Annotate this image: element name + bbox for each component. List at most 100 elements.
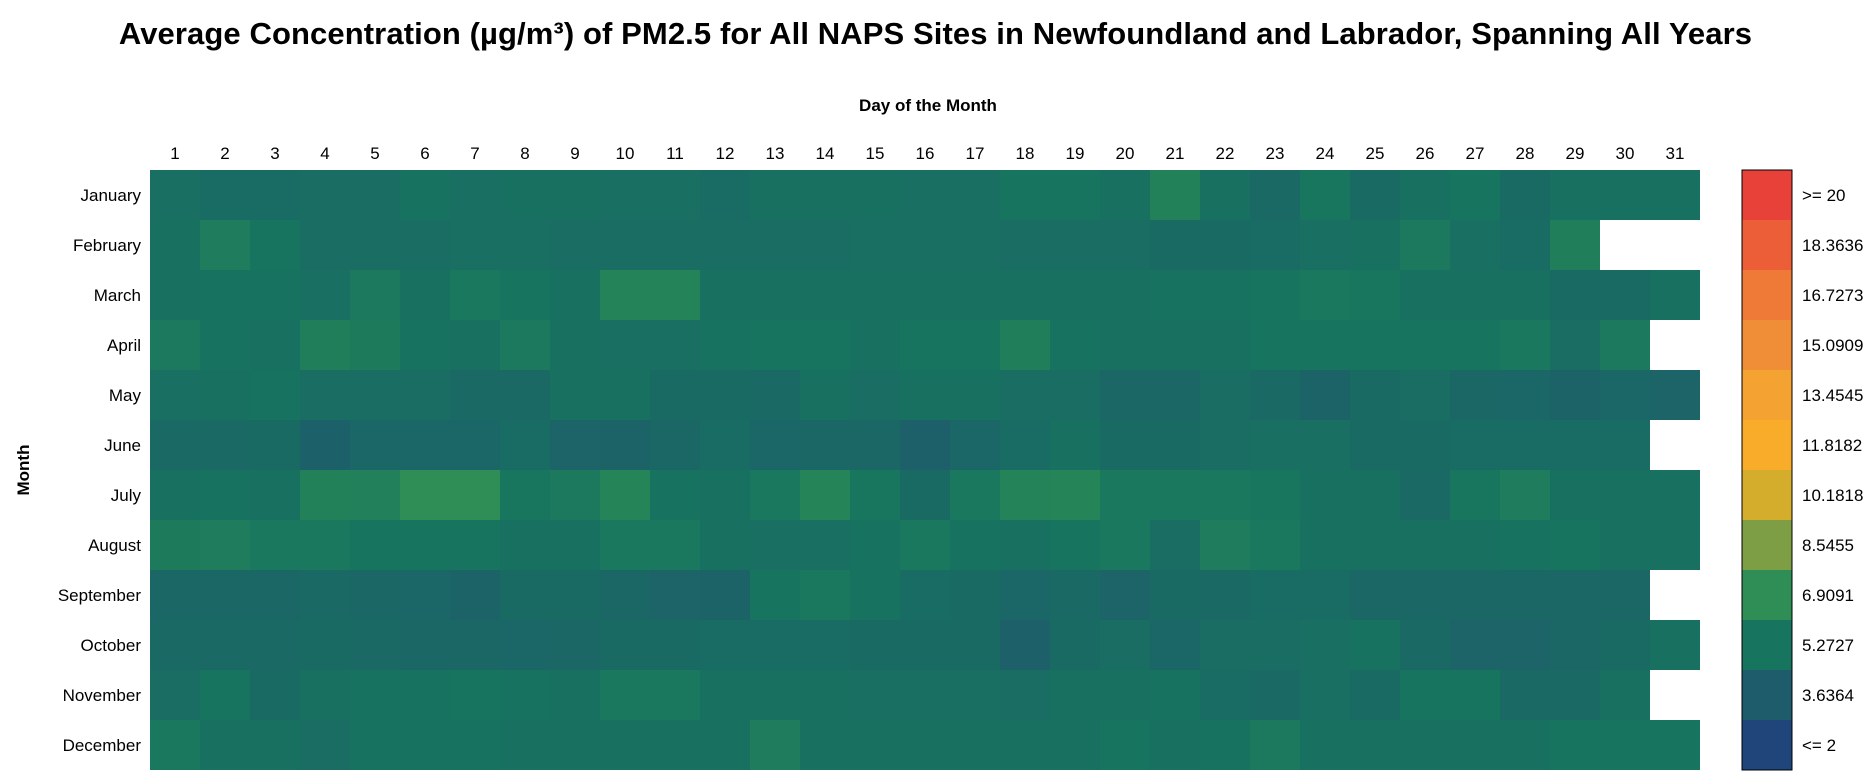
heatmap-cell (1500, 270, 1550, 320)
heatmap-cell (550, 420, 600, 470)
x-tick-label: 27 (1466, 144, 1485, 163)
heatmap-cell (1650, 570, 1700, 620)
heatmap-cell (1450, 520, 1500, 570)
heatmap-cell (950, 420, 1000, 470)
heatmap-cell (200, 570, 250, 620)
heatmap-cell (500, 520, 550, 570)
heatmap-cell (900, 220, 950, 270)
heatmap-cell (700, 220, 750, 270)
heatmap-cell (1050, 670, 1100, 720)
heatmap-cell (1100, 570, 1150, 620)
heatmap-cell (400, 170, 450, 220)
y-tick-label: August (88, 536, 141, 555)
heatmap-cell (1400, 620, 1450, 670)
heatmap-cell (600, 220, 650, 270)
heatmap-cell (750, 220, 800, 270)
heatmap-cell (300, 270, 350, 320)
heatmap-cell (300, 720, 350, 770)
heatmap-cell (1550, 720, 1600, 770)
heatmap-cell (1400, 570, 1450, 620)
heatmap-cell (1250, 270, 1300, 320)
x-tick-label: 7 (470, 144, 479, 163)
heatmap-cell (350, 420, 400, 470)
heatmap-cell (1200, 170, 1250, 220)
colorbar-label: 8.5455 (1802, 536, 1854, 555)
heatmap-cell (1250, 420, 1300, 470)
heatmap-cell (500, 670, 550, 720)
heatmap-cell (1250, 170, 1300, 220)
heatmap-cell (600, 570, 650, 620)
heatmap-cell (900, 470, 950, 520)
heatmap-cell (1450, 170, 1500, 220)
x-tick-label: 5 (370, 144, 379, 163)
heatmap-cell (650, 320, 700, 370)
heatmap-cell (1450, 570, 1500, 620)
heatmap-cells (150, 170, 1700, 770)
x-tick-label: 3 (270, 144, 279, 163)
heatmap-cell (1500, 670, 1550, 720)
heatmap-cell (1100, 170, 1150, 220)
heatmap-cell (400, 720, 450, 770)
heatmap-cell (850, 470, 900, 520)
heatmap-cell (1150, 420, 1200, 470)
heatmap-cell (1300, 420, 1350, 470)
heatmap-cell (1650, 670, 1700, 720)
heatmap-cell (1550, 620, 1600, 670)
heatmap-cell (1600, 170, 1650, 220)
colorbar-label: 13.4545 (1802, 386, 1863, 405)
heatmap-cell (250, 470, 300, 520)
heatmap-cell (1450, 670, 1500, 720)
heatmap-cell (550, 270, 600, 320)
heatmap-cell (1000, 420, 1050, 470)
heatmap-cell (1650, 320, 1700, 370)
heatmap-cell (1400, 370, 1450, 420)
heatmap-cell (350, 170, 400, 220)
heatmap-cell (1600, 670, 1650, 720)
heatmap-cell (1500, 720, 1550, 770)
heatmap-cell (800, 170, 850, 220)
colorbar-swatch (1742, 670, 1792, 720)
x-tick-label: 25 (1366, 144, 1385, 163)
heatmap-cell (900, 670, 950, 720)
heatmap-cell (750, 620, 800, 670)
heatmap-cell (800, 620, 850, 670)
heatmap-cell (450, 320, 500, 370)
heatmap-cell (700, 720, 750, 770)
heatmap-cell (400, 270, 450, 320)
heatmap-cell (1000, 270, 1050, 320)
heatmap-cell (500, 170, 550, 220)
heatmap-cell (1000, 370, 1050, 420)
x-tick-label: 12 (716, 144, 735, 163)
heatmap-cell (1200, 220, 1250, 270)
heatmap-cell (400, 320, 450, 370)
heatmap-cell (300, 470, 350, 520)
heatmap-cell (650, 270, 700, 320)
heatmap-cell (750, 420, 800, 470)
heatmap-cell (750, 570, 800, 620)
heatmap-cell (800, 220, 850, 270)
heatmap-cell (650, 170, 700, 220)
x-tick-label: 9 (570, 144, 579, 163)
heatmap-cell (750, 720, 800, 770)
heatmap-cell (850, 670, 900, 720)
heatmap-cell (1400, 270, 1450, 320)
colorbar-label: 11.8182 (1802, 436, 1862, 455)
heatmap-cell (1250, 620, 1300, 670)
heatmap-cell (1000, 520, 1050, 570)
heatmap-cell (1550, 220, 1600, 270)
heatmap-cell (150, 220, 200, 270)
heatmap-cell (600, 370, 650, 420)
heatmap-cell (1250, 720, 1300, 770)
heatmap-cell (300, 170, 350, 220)
heatmap-cell (1000, 470, 1050, 520)
heatmap-cell (450, 570, 500, 620)
heatmap-cell (550, 470, 600, 520)
heatmap-cell (1050, 370, 1100, 420)
heatmap-cell (1450, 220, 1500, 270)
heatmap-cell (350, 270, 400, 320)
heatmap-cell (400, 470, 450, 520)
heatmap-cell (1650, 270, 1700, 320)
heatmap-cell (750, 270, 800, 320)
heatmap-cell (1150, 520, 1200, 570)
heatmap-cell (1050, 620, 1100, 670)
